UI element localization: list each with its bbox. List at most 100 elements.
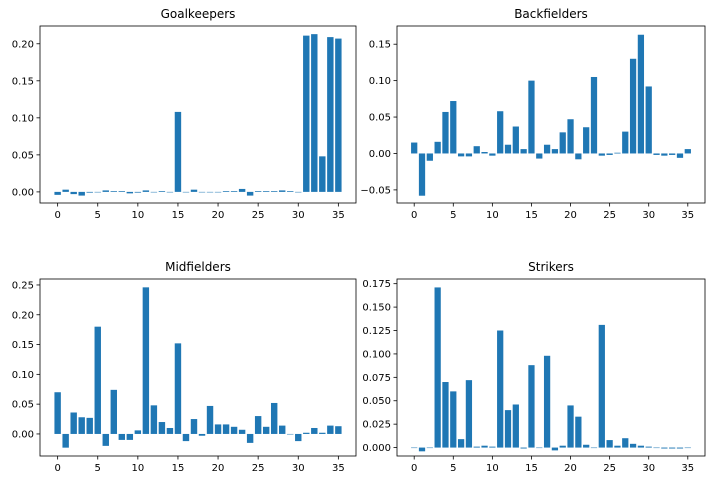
x-tick-label: 30: [642, 210, 655, 221]
bar-24: [246, 191, 254, 196]
y-tick-label: 0.10: [369, 76, 391, 87]
bar-23: [590, 76, 598, 154]
bar-3: [78, 417, 85, 434]
x-axis-ticks: 0 5 10 15 20 25 30 35: [54, 456, 345, 474]
bar-22: [583, 127, 590, 154]
x-tick-label: 25: [252, 463, 265, 474]
x-tick-label: 5: [450, 463, 456, 474]
bar-27: [622, 438, 629, 448]
bar-17: [543, 144, 551, 154]
bar-26: [262, 426, 270, 434]
x-tick-label: 10: [131, 463, 144, 474]
panel-title: Midfielders: [165, 260, 231, 274]
bar-31: [653, 447, 660, 449]
bar-28: [629, 443, 637, 448]
bar-6: [102, 433, 109, 446]
bars: [411, 287, 691, 452]
x-tick-label: 30: [292, 210, 305, 221]
x-tick-label: 0: [411, 463, 417, 474]
bar-11: [142, 287, 150, 434]
bar-12: [504, 410, 512, 448]
bar-31: [303, 432, 310, 434]
bar-14: [520, 149, 527, 154]
bar-25: [606, 153, 613, 155]
y-axis-ticks: 0.00 0.05 0.10 0.15 0.20 0.25: [12, 280, 40, 440]
bar-8: [473, 446, 480, 448]
bars: [54, 287, 342, 448]
bar-32: [661, 447, 668, 449]
x-tick-label: 0: [54, 463, 60, 474]
bar-0: [54, 191, 61, 195]
bar-7: [110, 191, 117, 192]
bar-25: [254, 191, 262, 192]
bar-15: [174, 343, 182, 434]
bar-15: [528, 365, 535, 448]
bar-20: [214, 424, 222, 434]
bar-4: [442, 111, 449, 154]
bar-14: [166, 427, 174, 434]
x-tick-label: 0: [54, 210, 60, 221]
bar-2: [70, 191, 77, 195]
y-tick-label: 0.10: [12, 113, 34, 124]
bar-24: [598, 153, 605, 156]
bar-19: [206, 405, 214, 434]
bar-8: [118, 433, 126, 440]
y-axis-ticks: −0.05 0.00 0.05 0.10 0.15: [360, 40, 397, 196]
bar-16: [536, 153, 543, 159]
y-axis-ticks: 0.000 0.025 0.050 0.075 0.100 0.125 0.150 0.175: [362, 279, 397, 454]
bar-1: [418, 153, 426, 196]
bar-24: [598, 324, 605, 448]
bar-17: [543, 355, 551, 448]
y-tick-label: 0.000: [362, 443, 391, 454]
bar-30: [295, 433, 302, 442]
bar-12: [150, 191, 158, 193]
bar-19: [559, 445, 566, 448]
bar-35: [684, 447, 691, 449]
bar-32: [661, 153, 668, 156]
bar-10: [489, 446, 496, 448]
bar-13: [158, 422, 166, 434]
x-axis-ticks: 0 5 10 15 20 25 30 35: [411, 203, 694, 221]
x-tick-label: 20: [564, 210, 577, 221]
y-tick-label: 0.00: [12, 429, 34, 440]
bar-24: [246, 433, 254, 443]
bar-18: [551, 149, 559, 154]
bar-13: [512, 126, 519, 154]
bar-5: [94, 191, 101, 193]
bar-29: [287, 433, 294, 435]
x-tick-label: 5: [450, 210, 456, 221]
x-tick-label: 10: [131, 210, 144, 221]
bar-4: [442, 382, 449, 448]
x-axis-ticks: 0 5 10 15 20 25 30 35: [54, 203, 345, 221]
bar-30: [645, 446, 652, 448]
bar-12: [504, 144, 512, 154]
bar-34: [676, 447, 684, 449]
bar-23: [238, 429, 246, 434]
x-axis-ticks: 0 5 10 15 20 25 30 35: [411, 456, 694, 474]
bar-1: [62, 433, 69, 448]
axes-frame: [396, 25, 706, 204]
bar-9: [481, 152, 488, 154]
y-tick-label: 0.05: [12, 150, 34, 161]
axes-frame: [396, 278, 706, 457]
bar-23: [238, 188, 246, 192]
x-tick-label: 15: [525, 463, 538, 474]
bar-35: [684, 149, 691, 154]
x-tick-label: 30: [642, 463, 655, 474]
bar-34: [676, 153, 684, 158]
bar-20: [567, 119, 574, 154]
bars: [411, 34, 691, 196]
bar-32: [311, 34, 318, 192]
x-tick-label: 35: [681, 210, 694, 221]
bar-33: [319, 156, 326, 192]
bars: [54, 34, 342, 196]
y-tick-label: 0.075: [362, 373, 391, 384]
bar-2: [426, 447, 433, 449]
bar-30: [295, 191, 302, 193]
bar-13: [158, 191, 166, 192]
x-tick-label: 20: [212, 210, 225, 221]
bar-20: [214, 191, 222, 193]
bar-9: [126, 191, 134, 194]
bar-31: [653, 153, 660, 155]
bar-5: [450, 391, 457, 448]
